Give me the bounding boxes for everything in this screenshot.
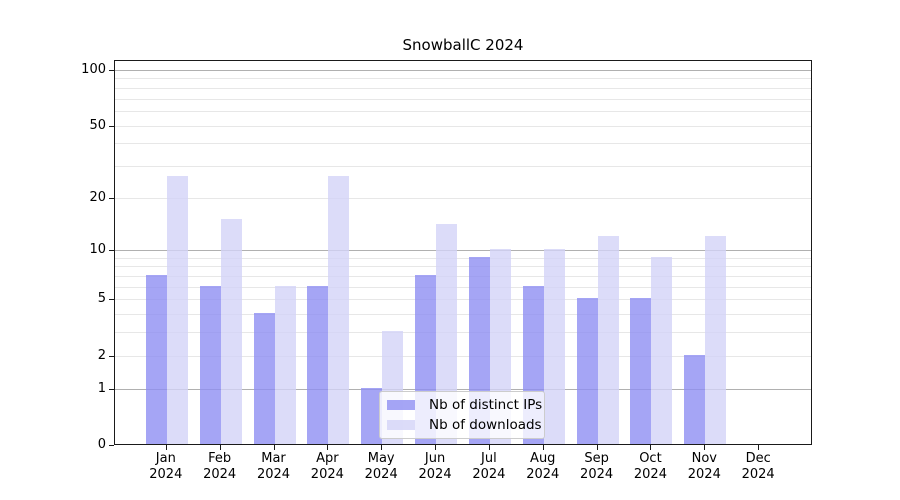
x-tick-mark — [435, 445, 437, 450]
minor-gridline — [115, 165, 811, 167]
minor-gridline — [115, 78, 811, 80]
legend-item-downloads: Nb of downloads — [387, 416, 542, 434]
bar-downloads — [436, 223, 458, 444]
x-tick-mark — [542, 445, 544, 450]
x-tick-mark — [704, 445, 706, 450]
y-tick-label: 100 — [81, 61, 106, 77]
bar-downloads — [597, 235, 619, 444]
y-tick-label: 20 — [89, 189, 106, 205]
x-tick-label: Mar 2024 — [256, 451, 291, 482]
bar-downloads — [328, 176, 350, 444]
bar-downloads — [543, 249, 565, 444]
y-tick-label: 5 — [97, 291, 106, 307]
bar-distinct-ips — [253, 313, 275, 444]
x-tick-mark — [596, 445, 598, 450]
y-tick-mark — [109, 197, 114, 199]
y-tick-mark — [109, 355, 114, 357]
x-tick-mark — [219, 445, 221, 450]
x-tick-mark — [327, 445, 329, 450]
x-tick-label: Sep 2024 — [580, 451, 614, 482]
legend-swatch-distinct-ips — [387, 400, 415, 410]
bar-distinct-ips — [576, 298, 598, 444]
y-tick-label: 1 — [97, 380, 106, 396]
x-tick-mark — [758, 445, 760, 450]
x-tick-label: Jun 2024 — [418, 451, 452, 482]
y-tick-mark — [109, 299, 114, 301]
y-tick-mark — [109, 125, 114, 127]
x-tick-mark — [381, 445, 383, 450]
y-tick-label: 50 — [89, 117, 106, 133]
x-tick-label: Oct 2024 — [633, 451, 667, 482]
plot-area — [114, 60, 812, 445]
bar-distinct-ips — [307, 285, 329, 444]
y-tick-label: 2 — [97, 347, 106, 363]
x-tick-label: Jan 2024 — [149, 451, 183, 482]
x-tick-mark — [273, 445, 275, 450]
y-tick-mark — [109, 250, 114, 252]
y-tick-label: 10 — [89, 242, 106, 258]
x-tick-label: Jul 2024 — [472, 451, 506, 482]
legend-label-downloads: Nb of downloads — [429, 417, 542, 433]
x-tick-label: Aug 2024 — [526, 451, 560, 482]
bar-distinct-ips — [684, 354, 706, 444]
minor-gridline — [115, 276, 811, 278]
y-tick-label: 0 — [97, 437, 106, 452]
y-tick-mark — [109, 69, 114, 71]
legend-swatch-downloads — [387, 420, 415, 430]
x-tick-label: Feb 2024 — [203, 451, 237, 482]
x-tick-mark — [650, 445, 652, 450]
chart-title: SnowballC 2024 — [402, 36, 524, 54]
legend-label-distinct-ips: Nb of distinct IPs — [429, 397, 543, 413]
minor-gridline — [115, 125, 811, 127]
major-gridline — [115, 250, 811, 252]
bar-downloads — [274, 285, 296, 444]
x-tick-label: Apr 2024 — [310, 451, 344, 482]
y-tick-mark — [109, 388, 114, 390]
x-tick-label: May 2024 — [364, 451, 398, 482]
x-tick-mark — [165, 445, 167, 450]
minor-gridline — [115, 299, 811, 301]
bar-distinct-ips — [145, 275, 167, 444]
minor-gridline — [115, 355, 811, 357]
minor-gridline — [115, 87, 811, 89]
bar-downloads — [705, 235, 727, 444]
legend-item-distinct-ips: Nb of distinct IPs — [387, 396, 542, 414]
major-gridline — [115, 69, 811, 71]
y-tick-mark — [109, 445, 114, 446]
minor-gridline — [115, 266, 811, 268]
x-tick-label: Dec 2024 — [741, 451, 775, 482]
minor-gridline — [115, 143, 811, 145]
bar-downloads — [166, 176, 188, 444]
legend: Nb of distinct IPs Nb of downloads — [379, 391, 545, 439]
minor-gridline — [115, 197, 811, 199]
bar-downloads — [651, 256, 673, 444]
x-tick-mark — [488, 445, 490, 450]
minor-gridline — [115, 110, 811, 112]
minor-gridline — [115, 98, 811, 100]
bar-downloads — [220, 218, 242, 444]
major-gridline — [115, 388, 811, 390]
minor-gridline — [115, 257, 811, 259]
x-tick-label: Nov 2024 — [687, 451, 721, 482]
minor-gridline — [115, 314, 811, 316]
bar-distinct-ips — [630, 298, 652, 444]
minor-gridline — [115, 332, 811, 334]
minor-gridline — [115, 286, 811, 288]
bar-distinct-ips — [199, 285, 221, 444]
bar-distinct-ips — [361, 387, 383, 444]
